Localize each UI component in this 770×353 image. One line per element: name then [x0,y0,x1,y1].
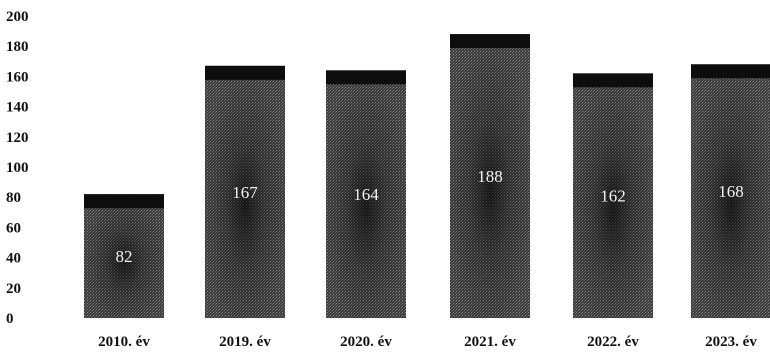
bar-group: 168 [691,64,770,318]
bar-shading [84,194,164,318]
bar-top-cap [84,194,164,209]
bar-shading [326,70,406,318]
bar-value-label: 82 [116,247,133,266]
y-tick-label: 100 [6,160,29,176]
x-category-label: 2023. év [705,334,757,350]
y-tick-label: 200 [6,9,29,25]
bar-value-label: 168 [718,182,744,201]
bar-top-cap [691,64,770,79]
x-axis-labels: 2010. év 2019. év 2020. év 2021. év 2022. év… [98,334,757,350]
y-tick-label: 140 [6,100,29,116]
y-tick-label: 40 [6,251,21,267]
bar-group: 164 [326,70,406,318]
x-category-label: 2022. év [587,334,639,350]
y-axis-ticks: 0 20 40 60 80 100 120 140 160 180 200 [6,9,29,327]
bar-top-cap [450,34,530,49]
x-category-label: 2020. év [340,334,392,350]
y-tick-label: 60 [6,220,21,236]
bar-shading [450,34,530,319]
y-tick-label: 20 [6,281,21,297]
bar-group: 82 [84,194,164,318]
bar-top-cap [573,73,653,88]
y-tick-label: 160 [6,69,29,85]
y-tick-label: 0 [6,311,14,327]
bars: 82 167 164 188 162 168 [84,34,770,319]
bar-group: 167 [205,65,285,318]
y-tick-label: 120 [6,130,29,146]
x-category-label: 2019. év [219,334,271,350]
bar-shading [691,64,770,318]
bar-top-cap [326,70,406,85]
x-category-label: 2010. év [98,334,150,350]
y-tick-label: 180 [6,39,29,55]
bar-value-label: 162 [600,187,626,206]
bar-value-label: 188 [477,167,503,186]
bar-shading [205,65,285,318]
x-category-label: 2021. év [464,334,516,350]
bar-value-label: 167 [232,183,258,202]
bar-group: 188 [450,34,530,319]
bar-shading [573,73,653,318]
y-tick-label: 80 [6,190,21,206]
bar-group: 162 [573,73,653,318]
bar-value-label: 164 [353,185,379,204]
bar-top-cap [205,65,285,80]
